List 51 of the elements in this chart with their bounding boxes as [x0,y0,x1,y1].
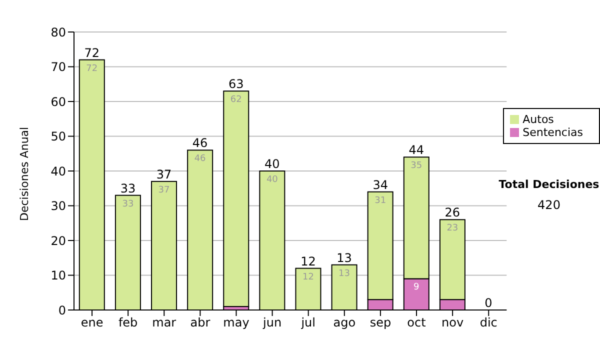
y-tick-label: 70 [50,60,66,74]
total-label: 44 [408,143,424,158]
y-tick-label: 60 [50,94,66,109]
data-label: 12 [302,272,314,282]
total-label: 13 [336,250,352,265]
y-tick-label: 80 [50,25,66,40]
total-label: 37 [156,167,172,182]
bar [223,90,250,308]
total-label: 72 [84,46,100,60]
total-label: 63 [228,77,244,92]
legend-label: Autos [522,113,554,126]
annotation: Total Decisiones [498,178,600,191]
data-label: 23 [446,224,458,234]
x-tick-label: nov [442,316,464,330]
total-label: 40 [264,157,280,171]
x-tick-label: sep [370,316,392,330]
y-tick-label: 30 [50,199,66,214]
y-tick-label: 20 [50,234,66,248]
data-label: 72 [86,64,98,74]
y-tick-label: 10 [50,268,66,283]
x-tick-label: dic [480,316,498,330]
data-label: 9 [414,282,420,293]
data-label: 62 [230,95,242,106]
data-label: 35 [410,161,422,172]
total-label: 33 [120,181,136,196]
y-tick-label: 50 [50,130,66,144]
total-label: 0 [484,296,492,310]
x-tick-label: jul [300,316,316,330]
x-tick-label: mar [152,316,176,330]
total-label: 26 [444,206,460,220]
y-tick-label: 40 [50,164,66,178]
x-tick-label: oct [407,316,426,330]
data-label: 46 [194,154,206,164]
text: 420 [536,198,562,212]
data-label: 33 [122,199,134,210]
x-tick-label: may [223,316,250,330]
total-label: 46 [192,136,208,150]
x-tick-label: ene [80,316,104,330]
data-label: 40 [266,175,278,185]
data-label: 31 [374,196,386,206]
total-label: 12 [300,254,316,268]
x-tick-label: abr [190,316,210,330]
legend-label: Sentencias [522,126,583,139]
x-tick-label: ago [333,316,356,330]
y-tick-label: 0 [58,303,66,318]
x-tick-label: feb [118,316,138,330]
x-tick-label: jun [262,316,282,330]
total-label: 34 [372,178,388,192]
y-axis-title: Decisiones Anual [18,126,31,221]
data-label: 13 [338,268,350,279]
data-label: 37 [158,185,170,196]
